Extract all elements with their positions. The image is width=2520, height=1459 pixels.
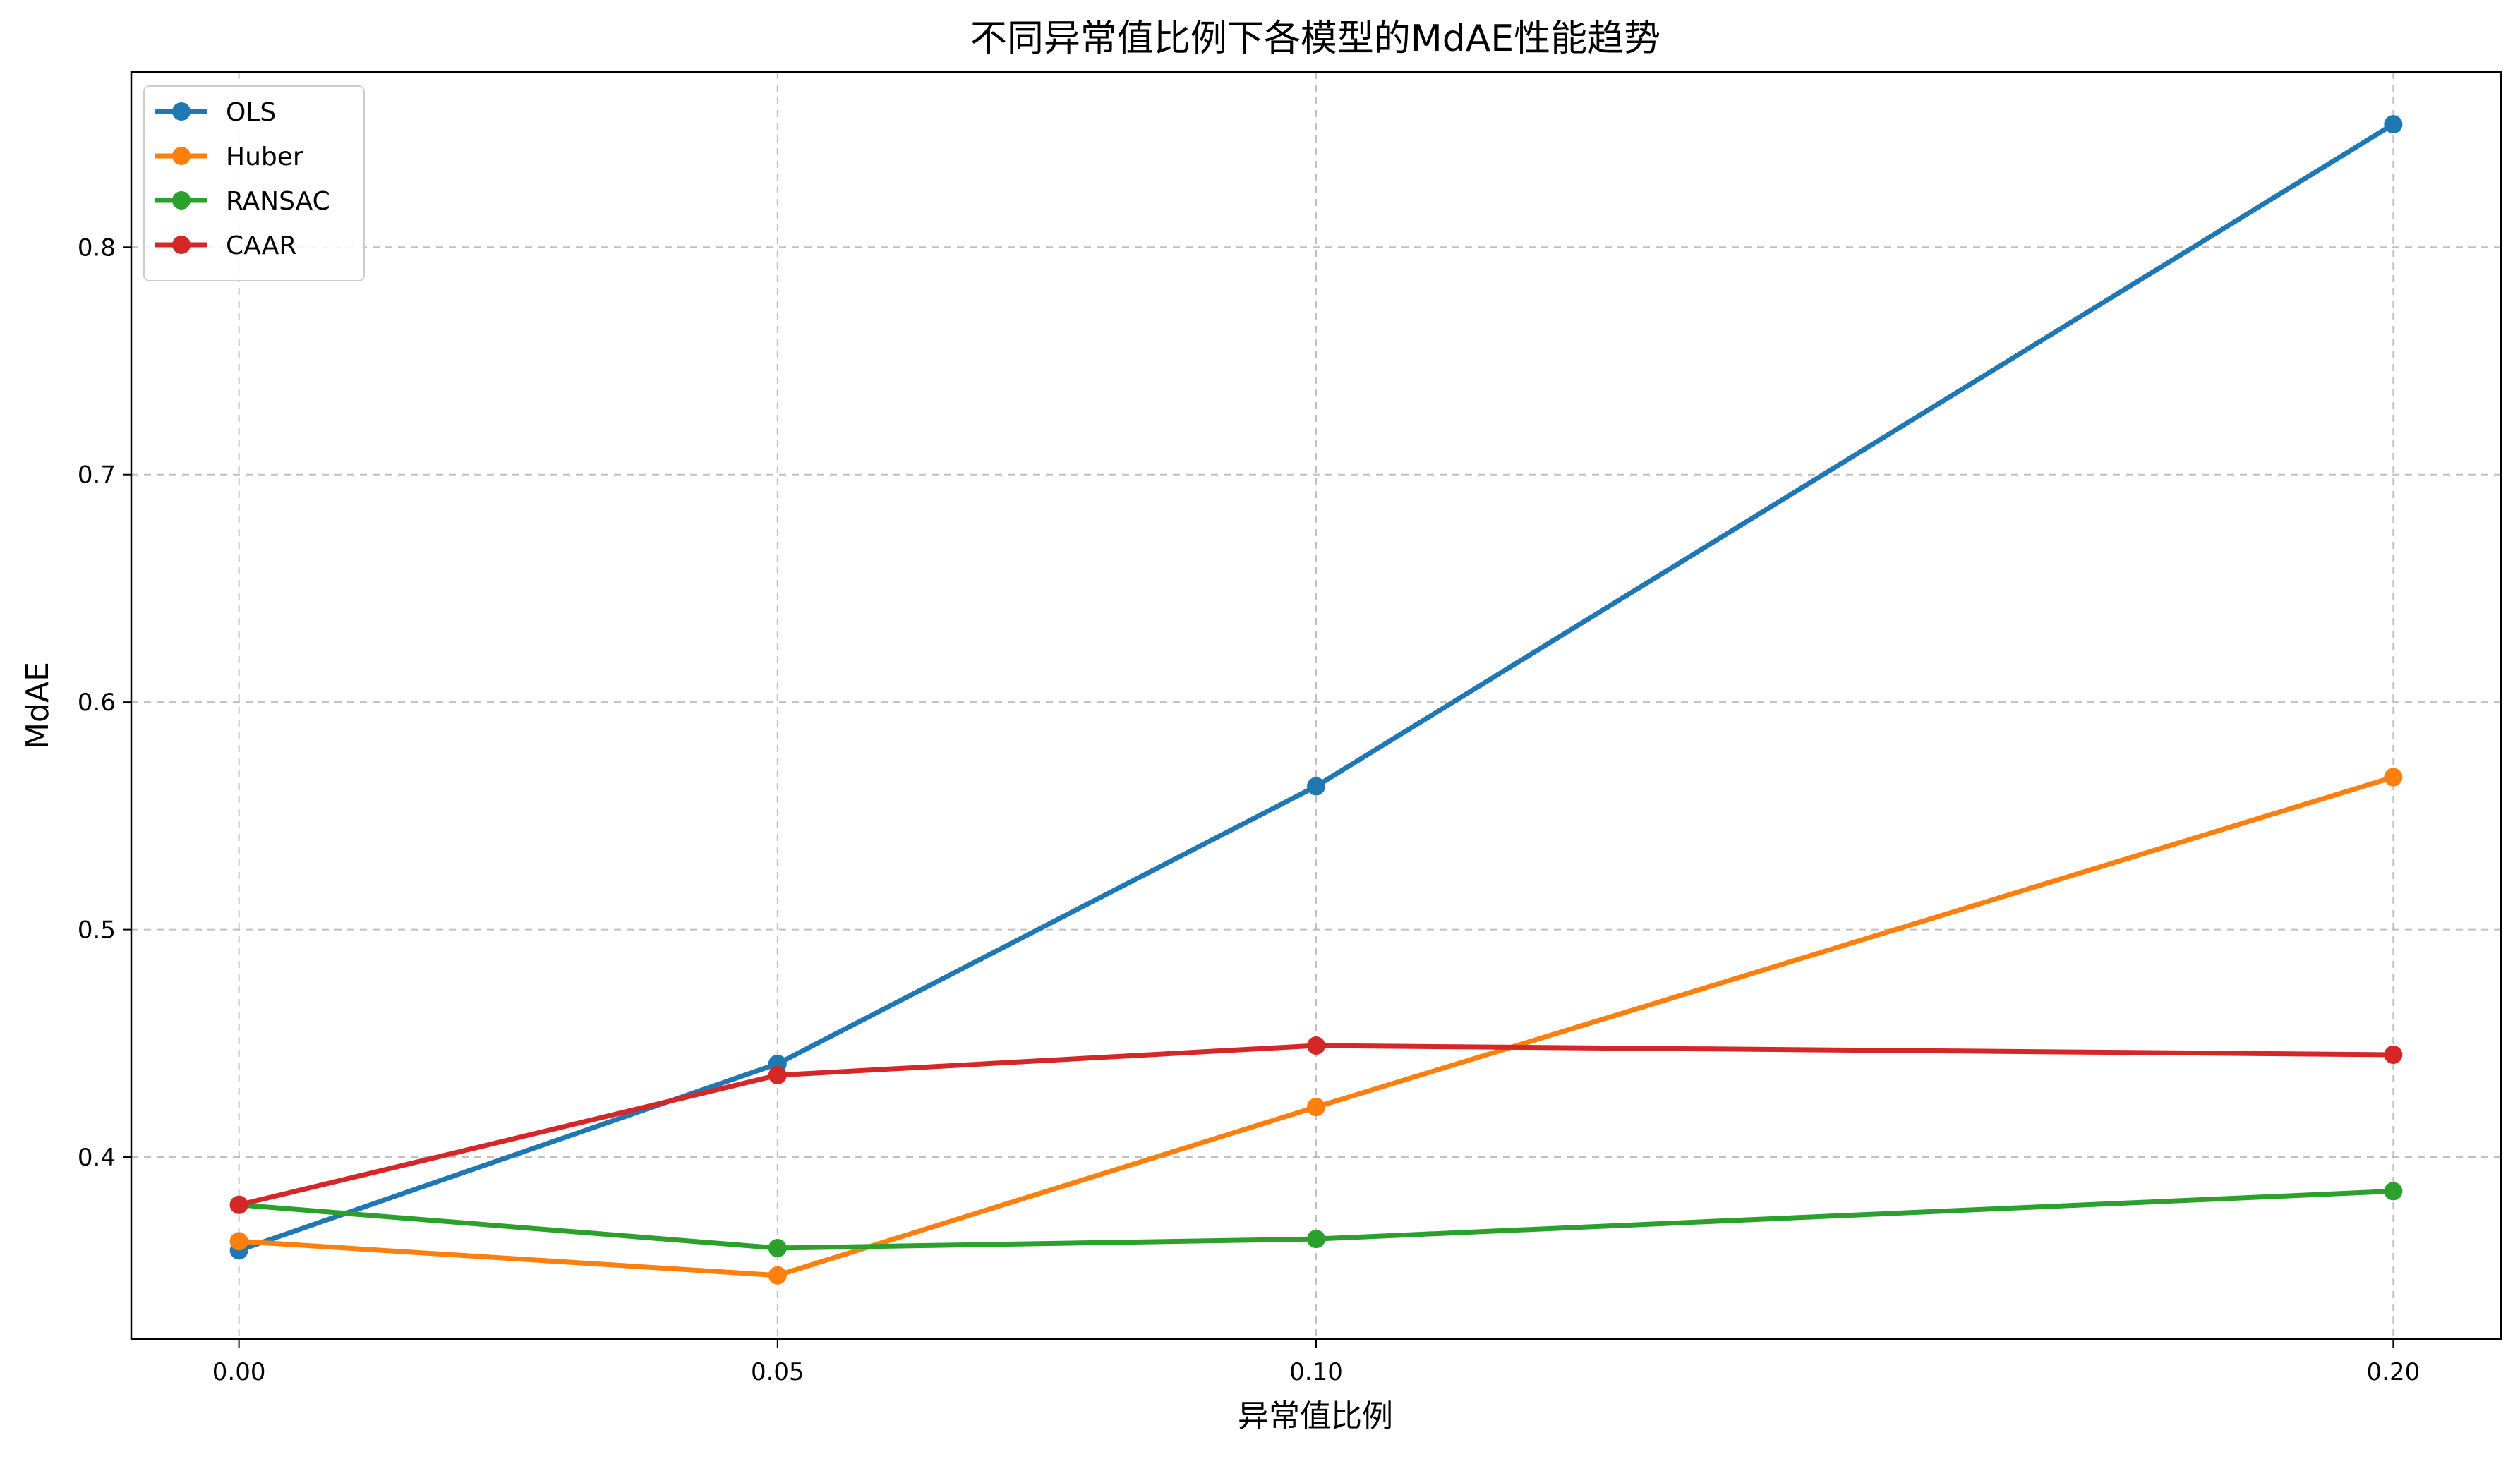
legend-label-caar: CAAR: [226, 231, 296, 260]
y-tick-label: 0.7: [78, 461, 116, 490]
data-point-ransac: [768, 1239, 787, 1258]
y-tick-label: 0.8: [78, 234, 116, 262]
series-caar: [229, 1036, 2403, 1214]
data-point-caar: [1307, 1036, 1325, 1055]
legend-item-ransac: RANSAC: [155, 187, 330, 216]
data-point-ols: [1307, 777, 1325, 796]
legend-marker-ransac: [172, 191, 191, 210]
chart-title: 不同异常值比例下各模型的MdAE性能趋势: [970, 18, 1660, 60]
series-line-huber: [239, 775, 2394, 1278]
series-line-ols: [238, 122, 2395, 1253]
x-tick-label: 0.05: [751, 1358, 804, 1386]
data-point-caar: [768, 1065, 787, 1084]
legend-marker-huber: [172, 147, 191, 165]
legend-label-ols: OLS: [226, 98, 276, 127]
grid: [131, 72, 2501, 1339]
y-axis-label: MdAE: [20, 662, 56, 749]
data-point-ols: [2384, 115, 2403, 134]
x-tick-label: 0.20: [2367, 1358, 2420, 1386]
axes-ticks: 0.00 0.05 0.10 0.20 0.4 0.5 0.6 0.7 0.8: [78, 234, 2420, 1386]
legend-item-huber: Huber: [155, 143, 303, 171]
x-tick-label: 0.10: [1289, 1358, 1343, 1386]
series-group: [229, 115, 2403, 1285]
data-point-caar: [229, 1195, 248, 1214]
data-point-huber: [1307, 1098, 1325, 1117]
legend-label-ransac: RANSAC: [226, 187, 330, 216]
legend-marker-ols: [172, 102, 191, 121]
legend-box: [143, 85, 365, 281]
legend-item-ols: OLS: [155, 98, 276, 127]
data-point-huber: [229, 1232, 248, 1251]
data-point-huber: [2384, 768, 2403, 787]
x-tick-label: 0.00: [212, 1358, 266, 1386]
series-line-ransac: [239, 1188, 2394, 1251]
legend: OLS Huber RANSAC CAAR: [143, 85, 365, 281]
data-point-ransac: [2384, 1182, 2403, 1201]
data-point-caar: [2384, 1045, 2403, 1064]
y-tick-label: 0.4: [78, 1144, 116, 1172]
y-tick-label: 0.5: [78, 916, 116, 945]
y-tick-label: 0.6: [78, 689, 116, 717]
series-huber: [229, 768, 2403, 1285]
legend-item-caar: CAAR: [155, 231, 296, 260]
legend-label-huber: Huber: [226, 143, 303, 171]
legend-marker-caar: [172, 236, 191, 254]
series-line-caar: [238, 1043, 2394, 1208]
data-point-ransac: [1307, 1230, 1325, 1249]
data-point-huber: [768, 1266, 787, 1285]
x-axis-label: 异常值比例: [1238, 1398, 1393, 1434]
